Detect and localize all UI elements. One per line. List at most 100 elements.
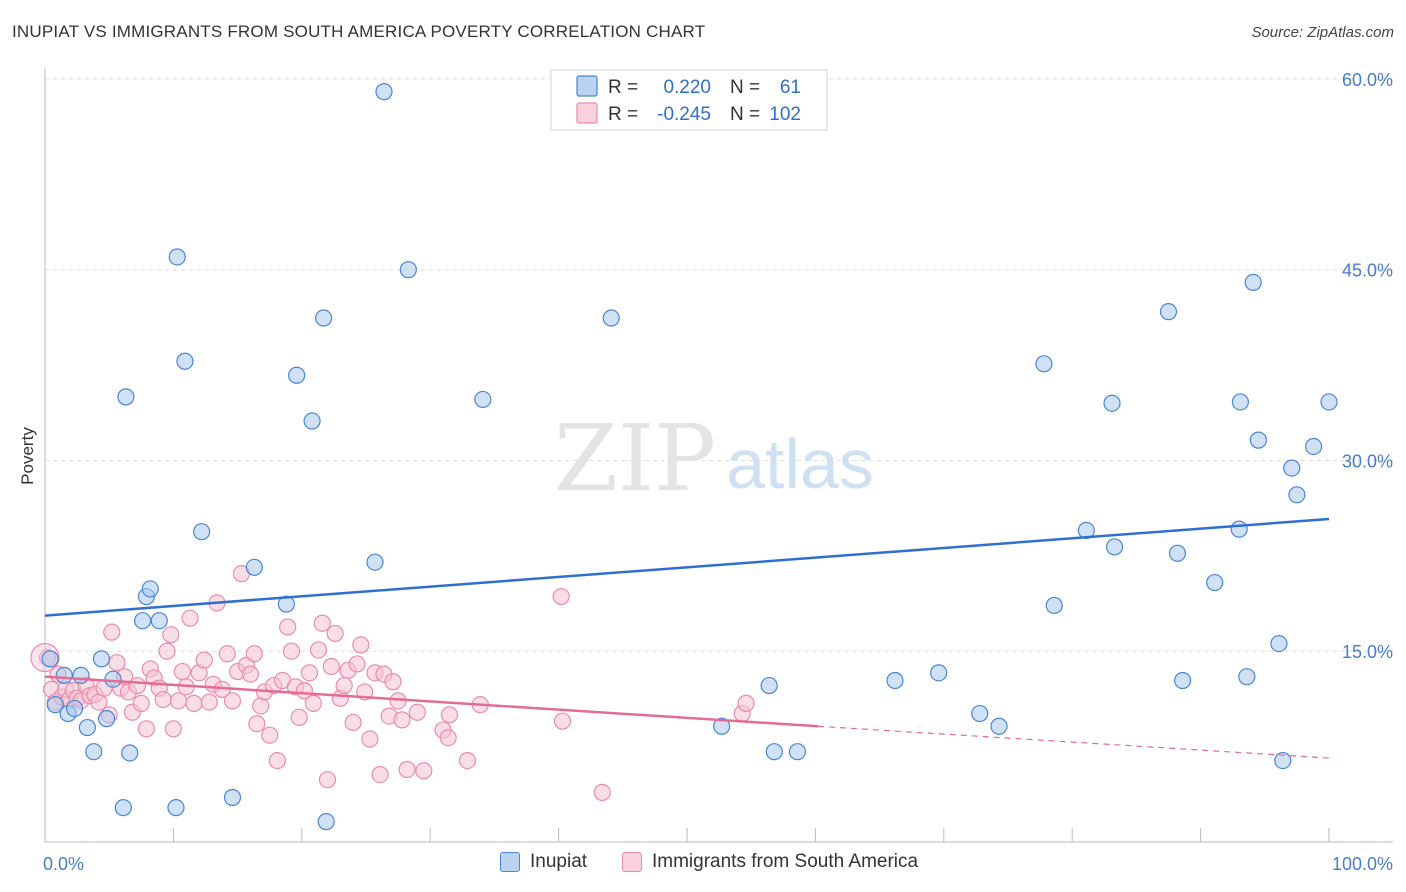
point-inupiat <box>990 717 1008 735</box>
trend-lines <box>44 517 1330 759</box>
point-immigrants <box>348 655 366 673</box>
point-immigrants <box>158 642 176 660</box>
legend-item-immigrants[interactable]: Immigrants from South America <box>622 851 918 873</box>
point-inupiat <box>245 558 263 576</box>
point-inupiat <box>133 612 152 630</box>
y-tick-label: 45.0% <box>1342 261 1393 281</box>
trend-line-inupiat <box>44 517 1330 617</box>
point-inupiat <box>193 523 211 541</box>
point-immigrants <box>344 713 362 732</box>
point-inupiat <box>1231 393 1250 411</box>
point-inupiat <box>1304 437 1323 456</box>
chart-title: INUPIAT VS IMMIGRANTS FROM SOUTH AMERICA… <box>12 22 706 41</box>
point-immigrants <box>318 771 337 789</box>
point-inupiat <box>1230 520 1248 538</box>
point-inupiat <box>117 388 135 406</box>
point-inupiat <box>1045 596 1063 615</box>
point-inupiat <box>46 696 64 714</box>
point-immigrants <box>384 673 402 691</box>
point-immigrants <box>309 641 328 659</box>
point-inupiat <box>55 666 73 684</box>
point-immigrants <box>593 783 611 802</box>
point-inupiat <box>1270 634 1288 653</box>
point-immigrants <box>169 692 188 710</box>
point-inupiat <box>277 595 295 613</box>
point-inupiat <box>765 743 783 761</box>
point-immigrants <box>154 690 172 709</box>
point-inupiat <box>92 650 111 668</box>
point-inupiat <box>1283 459 1301 477</box>
point-inupiat <box>176 352 194 370</box>
point-inupiat <box>315 309 333 327</box>
point-immigrants <box>195 651 213 669</box>
point-inupiat <box>104 670 122 688</box>
point-inupiat <box>713 717 731 735</box>
point-inupiat <box>303 412 321 430</box>
legend-label-inupiat: Inupiat <box>530 851 588 872</box>
legend-r-value: -0.245 <box>657 104 711 125</box>
y-axis-label: Poverty <box>18 427 37 485</box>
point-inupiat <box>1238 668 1256 686</box>
legend-bottom: Inupiat Immigrants from South America <box>0 851 1406 879</box>
point-immigrants <box>313 614 331 632</box>
point-immigrants <box>553 712 572 730</box>
point-immigrants <box>268 752 287 770</box>
point-immigrants <box>132 694 150 712</box>
point-inupiat <box>78 718 96 737</box>
point-inupiat <box>1244 273 1262 292</box>
point-inupiat <box>1206 573 1224 592</box>
y-tick-label: 60.0% <box>1342 70 1393 90</box>
legend-swatch <box>576 102 598 124</box>
point-immigrants <box>322 657 340 676</box>
gridlines <box>45 78 1393 652</box>
point-inupiat <box>141 580 159 598</box>
watermark-zip: ZIP <box>554 405 716 512</box>
point-inupiat <box>288 366 306 384</box>
point-immigrants <box>164 720 182 738</box>
tick-labels: 15.0% 30.0% 45.0% 60.0% 0.0% 100.0% <box>43 70 1393 874</box>
legend-stats-box: R = 0.220 N = 61 R = -0.245 N = 102 <box>550 69 828 131</box>
x-tick-label: 0.0% <box>43 854 84 874</box>
legend-r-label: R = <box>608 77 638 98</box>
point-immigrants <box>245 645 263 663</box>
point-immigrants <box>200 693 218 711</box>
point-immigrants <box>290 708 308 726</box>
point-inupiat <box>1035 355 1053 373</box>
point-immigrants <box>162 626 180 644</box>
legend-item-inupiat[interactable]: Inupiat <box>500 851 587 873</box>
watermark: ZIP atlas <box>554 405 874 512</box>
point-immigrants <box>393 711 411 729</box>
point-inupiat <box>760 676 778 695</box>
legend-swatch <box>576 75 598 97</box>
point-inupiat <box>1159 303 1178 321</box>
point-immigrants <box>361 730 379 748</box>
point-immigrants <box>248 715 266 733</box>
point-immigrants <box>173 662 191 681</box>
point-immigrants <box>439 729 457 747</box>
legend-swatch-blue <box>500 852 520 872</box>
point-immigrants <box>282 642 301 660</box>
point-immigrants <box>181 609 199 627</box>
legend-swatch-pink <box>622 852 642 872</box>
legend-label-immigrants: Immigrants from South America <box>652 851 919 872</box>
point-inupiat <box>121 744 139 762</box>
point-inupiat <box>167 799 185 817</box>
point-inupiat <box>98 710 116 728</box>
point-immigrants <box>300 664 319 682</box>
point-inupiat <box>114 799 132 817</box>
point-immigrants <box>552 587 570 606</box>
point-inupiat <box>41 650 59 668</box>
point-immigrants <box>108 654 126 672</box>
legend-n-label: N = <box>730 77 760 98</box>
point-inupiat <box>1168 544 1187 562</box>
point-inupiat <box>399 261 417 279</box>
point-immigrants <box>398 760 416 779</box>
point-immigrants <box>261 726 279 744</box>
point-inupiat <box>150 612 168 630</box>
point-inupiat <box>1174 671 1192 690</box>
point-inupiat <box>72 666 90 684</box>
point-inupiat <box>788 743 807 761</box>
trend-line-immigrants-extrapolated <box>817 725 1330 759</box>
legend-n-value: 61 <box>780 77 801 98</box>
point-inupiat <box>886 671 904 690</box>
